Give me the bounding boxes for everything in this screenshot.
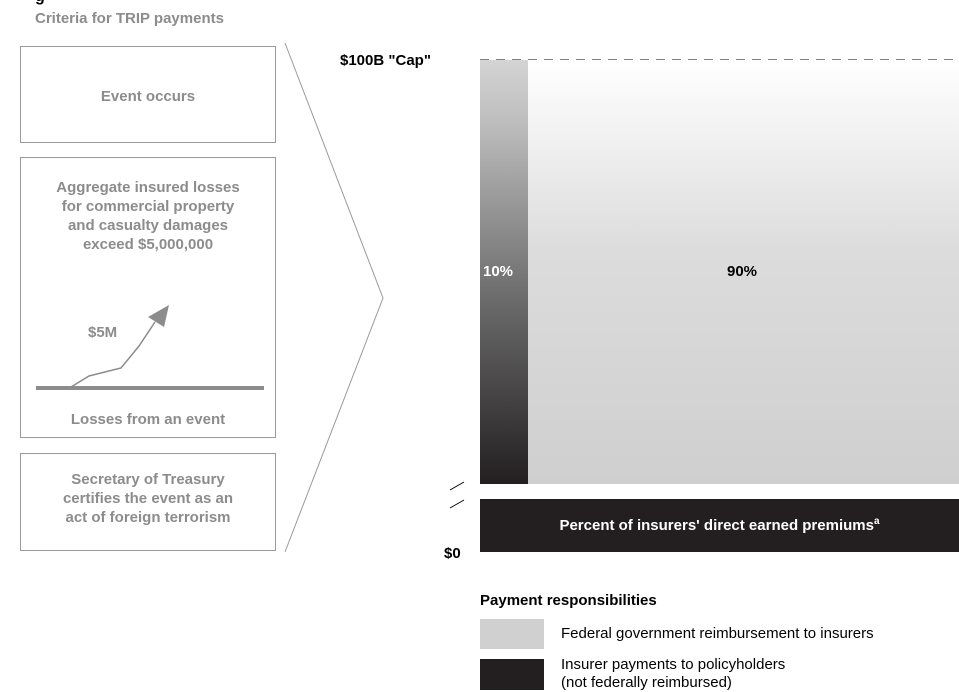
direct-earned-premiums-bar bbox=[480, 499, 959, 552]
aggregate-line-1: Aggregate insured losses bbox=[56, 179, 240, 196]
federal-share-area bbox=[528, 60, 959, 484]
aggregate-line-2: for commercial property bbox=[61, 198, 235, 215]
event-occurs-text: Event occurs bbox=[100, 88, 196, 105]
legend-swatch-federal bbox=[480, 619, 544, 649]
legend-label-federal: Federal government reimbursement to insu… bbox=[561, 625, 874, 642]
five-million-label: $5M bbox=[88, 324, 118, 341]
premiums-bar-label: Percent of insurers' direct earned premi… bbox=[480, 516, 959, 534]
losses-caption: Losses from an event bbox=[70, 411, 226, 428]
aggregate-line-3: and casualty damages bbox=[67, 217, 229, 234]
figure-title-partial: g bbox=[35, 0, 45, 6]
legend-swatch-insurer bbox=[480, 659, 544, 690]
losses-arrow-head-icon bbox=[148, 305, 169, 327]
premiums-bar-text: Percent of insurers' direct earned premi… bbox=[559, 517, 874, 534]
chevron-outline bbox=[284, 42, 384, 553]
losses-trend-line bbox=[70, 321, 156, 388]
axis-break-icon bbox=[449, 481, 465, 509]
aggregate-line-4: exceed $5,000,000 bbox=[82, 236, 214, 253]
treasury-certification-box: Secretary of Treasury certifies the even… bbox=[20, 453, 276, 551]
cap-label: $100B "Cap" bbox=[340, 52, 431, 69]
chevron-connector bbox=[284, 42, 384, 553]
criteria-subtitle: Criteria for TRIP payments bbox=[35, 10, 224, 27]
losses-mini-chart bbox=[36, 305, 264, 390]
zero-label: $0 bbox=[444, 545, 461, 562]
premiums-footnote-marker: a bbox=[873, 516, 880, 527]
insurer-share-bar bbox=[480, 60, 528, 484]
treasury-line-3: act of foreign terrorism bbox=[65, 509, 231, 526]
federal-percent-label: 90% bbox=[727, 263, 758, 280]
legend-label-insurer-line-2: (not federally reimbursed) bbox=[561, 674, 732, 691]
insurer-percent-label: 10% bbox=[483, 263, 514, 280]
event-occurs-box: Event occurs bbox=[20, 46, 276, 143]
treasury-line-1: Secretary of Treasury bbox=[71, 471, 225, 488]
aggregate-losses-box: Aggregate insured losses for commercial … bbox=[20, 157, 276, 438]
legend-title: Payment responsibilities bbox=[480, 592, 657, 609]
legend-label-insurer-line-1: Insurer payments to policyholders bbox=[561, 656, 786, 673]
treasury-line-2: certifies the event as an bbox=[62, 490, 234, 507]
